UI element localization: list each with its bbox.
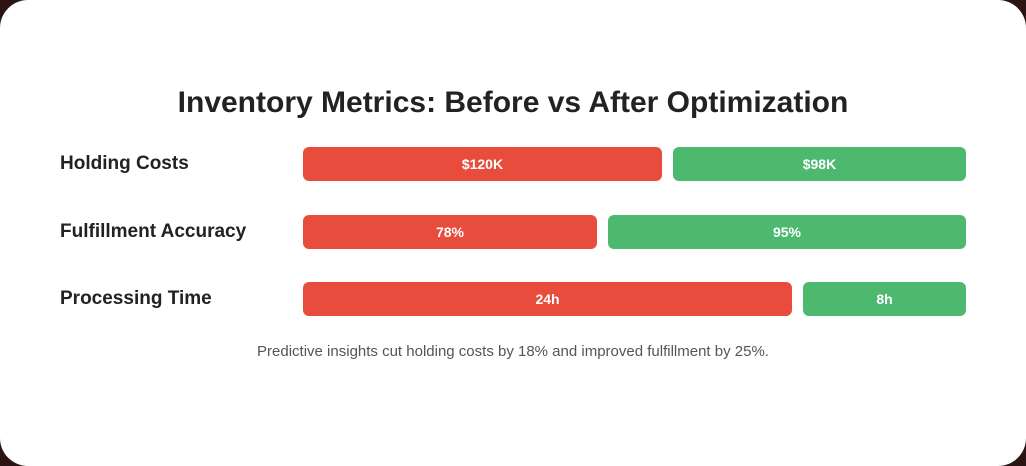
bar-group: 24h 8h — [303, 282, 966, 316]
metric-label: Holding Costs — [60, 153, 189, 174]
value-label: $120K — [461, 156, 504, 172]
bar: 78% — [303, 214, 597, 249]
caption: Predictive insights cut holding costs by… — [257, 343, 769, 360]
value-label: 8h — [876, 291, 893, 307]
bar: 8h — [803, 282, 966, 316]
value-label: 24h — [535, 291, 560, 307]
bar: 95% — [607, 214, 966, 249]
bar-group: 78% 95% — [303, 214, 966, 249]
value-label: 78% — [435, 223, 464, 240]
chart-title: Inventory Metrics: Before vs After Optim… — [177, 86, 849, 119]
bar: $120K — [303, 147, 662, 181]
metric-label: Processing Time — [60, 288, 212, 309]
metric-row: Holding Costs $120K $98K — [60, 147, 966, 181]
value-label: $98K — [802, 156, 837, 172]
bar: 24h — [303, 282, 792, 316]
bar-group: $120K $98K — [303, 147, 966, 181]
bar: $98K — [672, 147, 966, 181]
metric-row: Fulfillment Accuracy 78% 95% — [60, 214, 966, 249]
metric-row: Processing Time 24h 8h — [60, 282, 966, 316]
metric-label: Fulfillment Accuracy — [60, 220, 247, 242]
value-label: 95% — [772, 223, 801, 240]
